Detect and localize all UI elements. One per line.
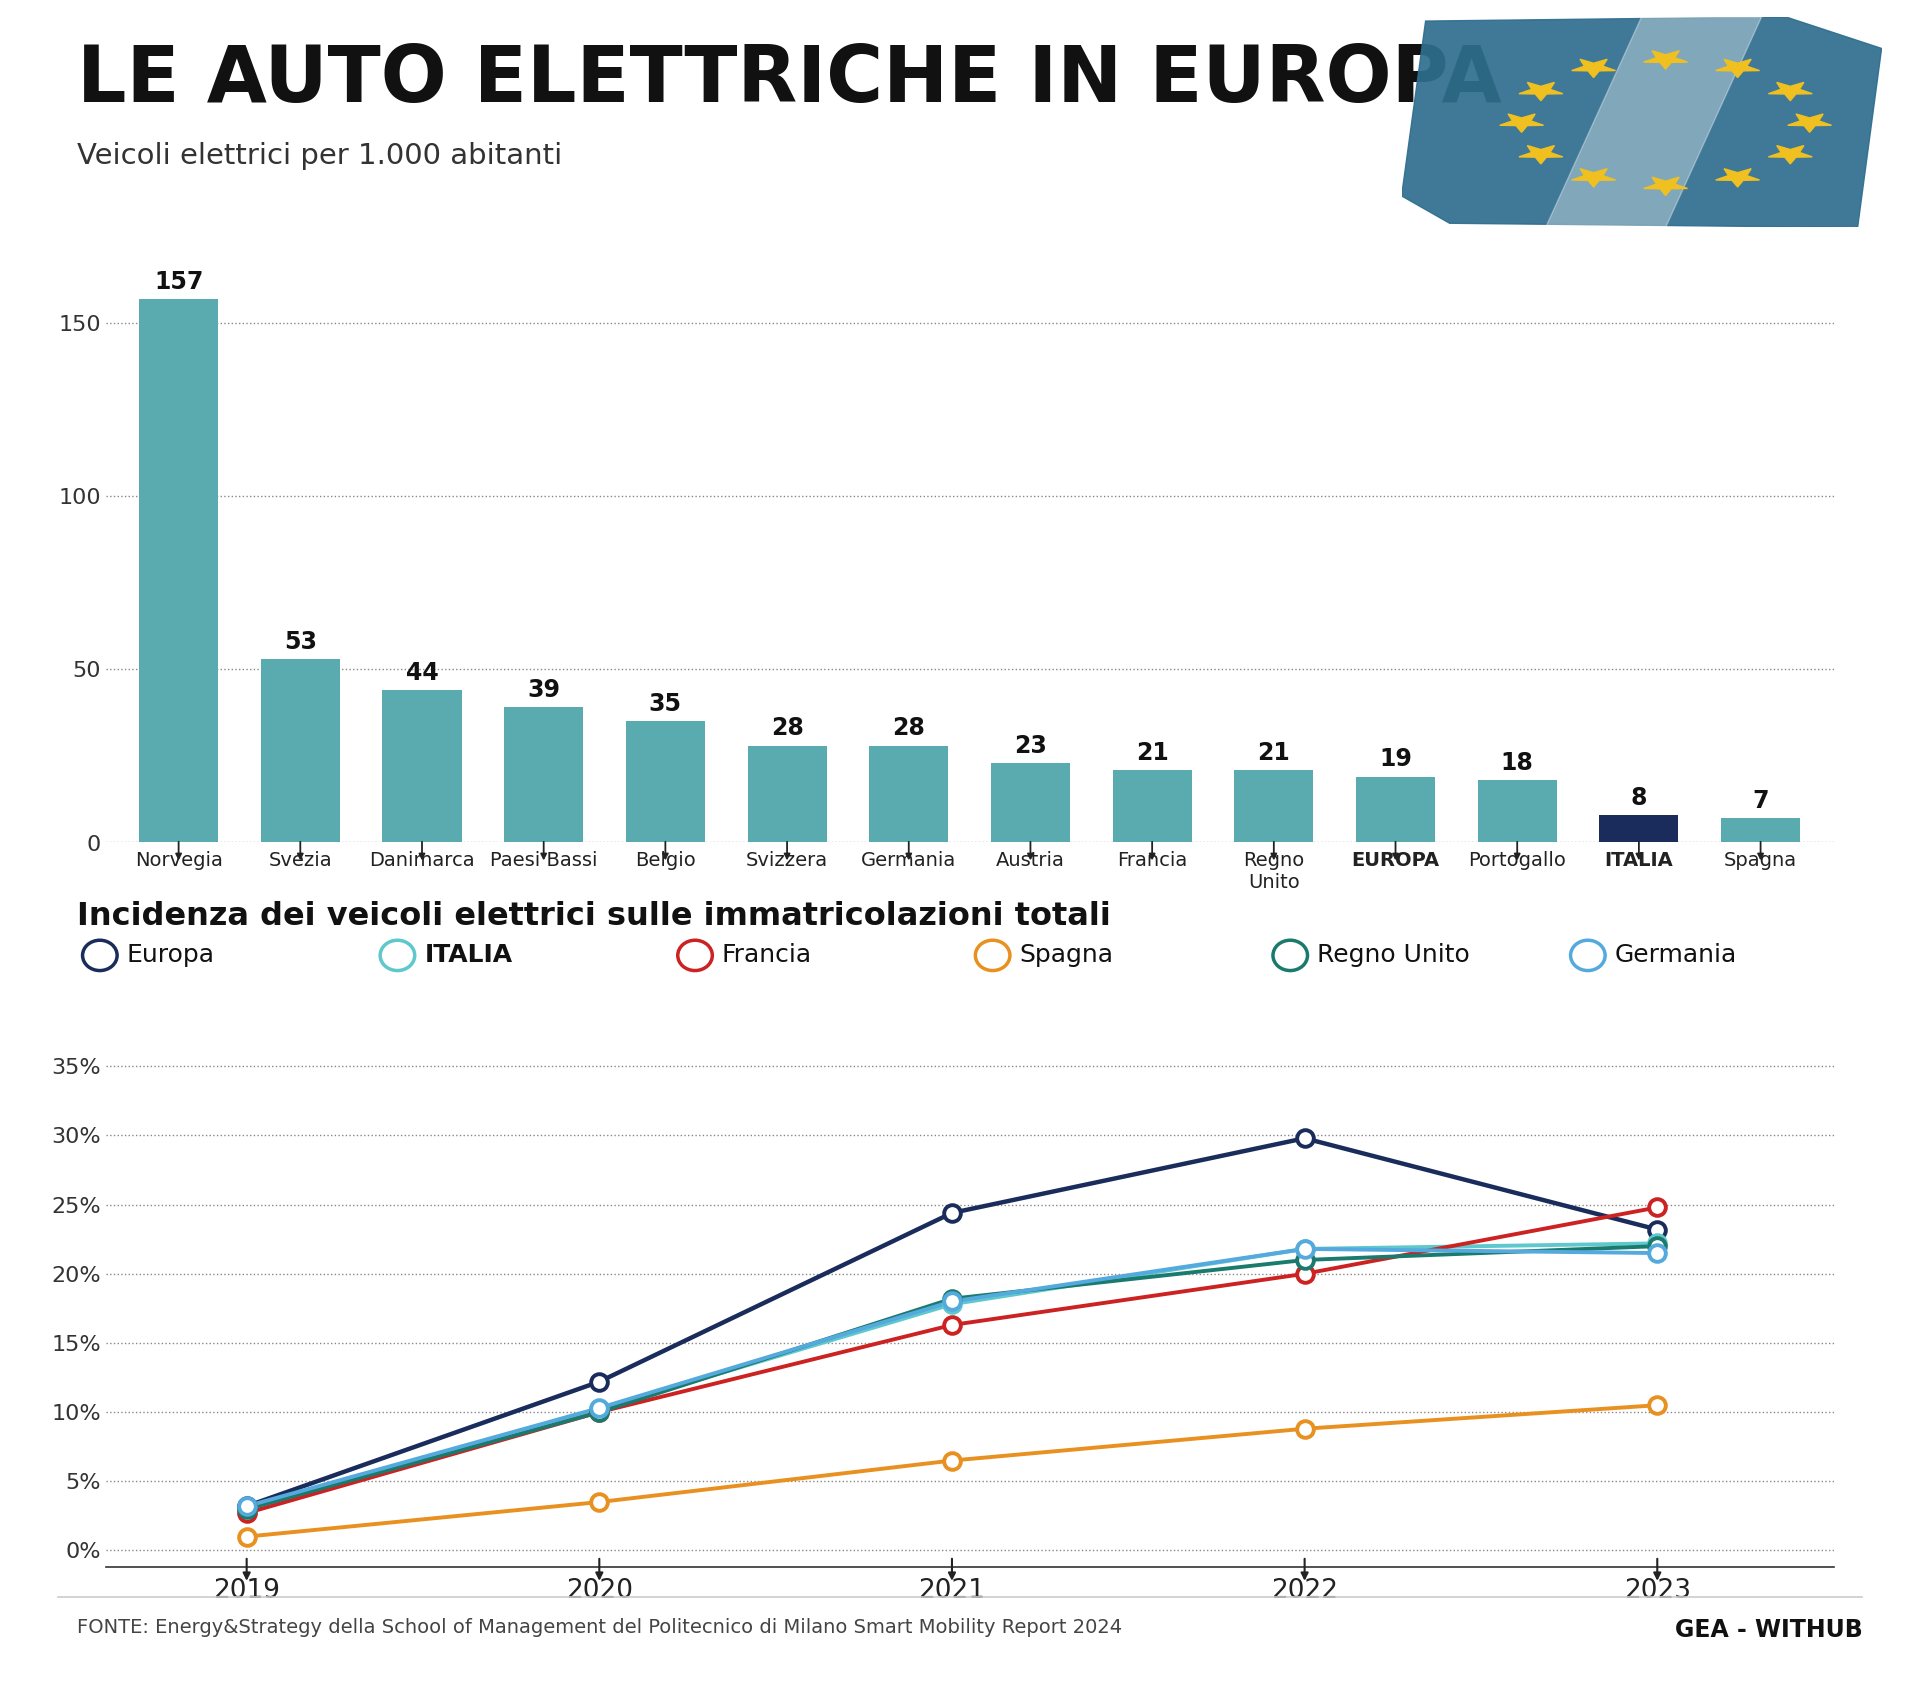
Bar	[505, 708, 584, 842]
Polygon shape	[1716, 168, 1759, 187]
Polygon shape	[1768, 145, 1812, 163]
Bar	[1478, 780, 1557, 842]
Polygon shape	[1546, 17, 1763, 227]
Bar	[1720, 819, 1801, 842]
Text: 7: 7	[1753, 789, 1768, 814]
Text: 28: 28	[893, 716, 925, 740]
Text: GEA - WITHUB: GEA - WITHUB	[1674, 1618, 1862, 1641]
Text: ITALIA: ITALIA	[424, 944, 513, 967]
Bar	[991, 763, 1069, 842]
Text: 44: 44	[405, 661, 438, 684]
Bar	[747, 745, 828, 842]
Bar	[138, 298, 219, 842]
Bar	[1356, 777, 1434, 842]
Polygon shape	[1788, 115, 1832, 133]
Text: Germania: Germania	[1615, 944, 1738, 967]
Text: 21: 21	[1258, 741, 1290, 765]
Polygon shape	[1644, 177, 1688, 195]
Text: LE AUTO ELETTRICHE IN EUROPA: LE AUTO ELETTRICHE IN EUROPA	[77, 42, 1501, 118]
Polygon shape	[1519, 145, 1563, 163]
Text: Regno Unito: Regno Unito	[1317, 944, 1471, 967]
Polygon shape	[1572, 59, 1615, 78]
Text: 23: 23	[1014, 733, 1046, 758]
Text: 157: 157	[154, 270, 204, 293]
Text: 19: 19	[1379, 748, 1411, 772]
Polygon shape	[1519, 83, 1563, 101]
Text: 21: 21	[1137, 741, 1169, 765]
Text: 28: 28	[770, 716, 803, 740]
Text: 8: 8	[1630, 785, 1647, 809]
Text: FONTE: Energy&Strategy della School of Management del Politecnico di Milano Smar: FONTE: Energy&Strategy della School of M…	[77, 1618, 1121, 1636]
Polygon shape	[1644, 51, 1688, 69]
Text: 39: 39	[528, 679, 561, 703]
Polygon shape	[1402, 17, 1882, 227]
Text: Spagna: Spagna	[1020, 944, 1114, 967]
Polygon shape	[1500, 115, 1544, 133]
Text: 35: 35	[649, 693, 682, 716]
Text: Veicoli elettrici per 1.000 abitanti: Veicoli elettrici per 1.000 abitanti	[77, 142, 563, 170]
Text: Francia: Francia	[722, 944, 812, 967]
Bar	[1599, 816, 1678, 842]
Bar	[626, 721, 705, 842]
Text: Europa: Europa	[127, 944, 215, 967]
Text: 53: 53	[284, 630, 317, 654]
Bar	[870, 745, 948, 842]
Bar	[382, 691, 461, 842]
Text: 18: 18	[1501, 752, 1534, 775]
Bar	[1112, 770, 1192, 842]
Bar	[1235, 770, 1313, 842]
Text: Incidenza dei veicoli elettrici sulle immatricolazioni totali: Incidenza dei veicoli elettrici sulle im…	[77, 901, 1110, 932]
Bar	[261, 659, 340, 842]
Polygon shape	[1572, 168, 1615, 187]
Polygon shape	[1768, 83, 1812, 101]
Polygon shape	[1716, 59, 1759, 78]
